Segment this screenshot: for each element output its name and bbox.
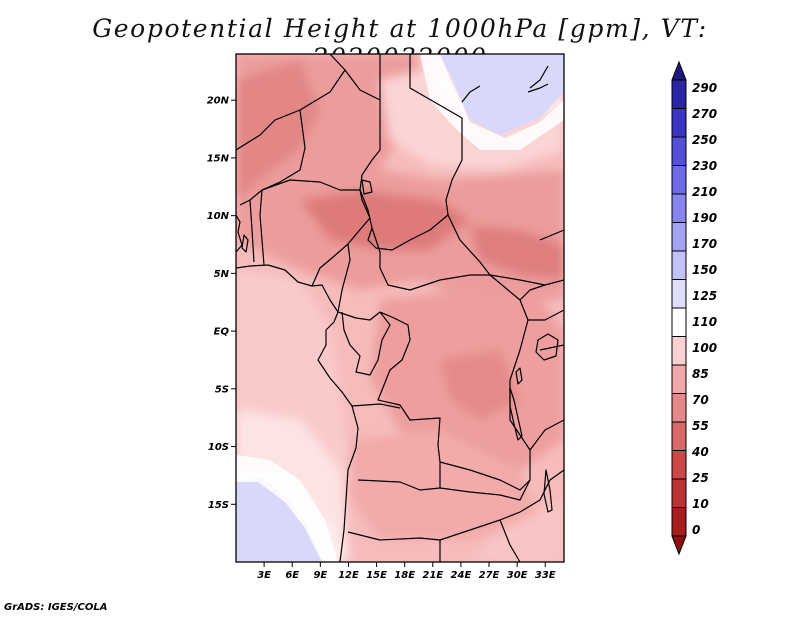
border-drc [377,274,531,491]
colorbar-label: 55 [692,419,709,433]
border-nigeria [261,179,371,287]
border-libya-egypt [359,54,381,191]
colorbar-label: 230 [692,159,717,173]
colorbar-segment [671,507,687,537]
coastlines-borders [236,54,564,562]
colorbar-segment [671,307,687,337]
colorbar-label: 290 [692,81,717,95]
lake-kivu [515,367,523,385]
border-cameroon [337,243,381,321]
colorbar-segment [671,279,687,309]
field-congo-dark [440,350,520,420]
lon-label: 15E [366,570,387,581]
colorbar-segment [671,165,687,195]
lat-label: 10N [207,211,230,222]
lon-label: 30E [507,570,528,581]
lat-label: 5S [215,384,229,395]
field-south-east-light [470,500,564,562]
colorbar-segment [671,535,687,556]
field-white-sw [236,455,338,562]
coastline-west [236,214,359,562]
lat-label: 20N [207,96,230,107]
coastline-red-sea [461,65,549,103]
colorbar-segment [671,336,687,366]
colorbar-label: 270 [692,107,717,121]
colorbar-label: 10 [692,497,709,511]
colorbar-segment [671,79,687,109]
field-angola [350,430,540,540]
field-sahel-core [300,190,470,250]
colorbar-label: 125 [692,289,717,303]
lon-label: 12E [338,570,359,581]
lat-label: 5N [214,269,230,280]
colorbar-label: 170 [692,237,717,251]
colorbar-segment [671,393,687,423]
colorbar-label: 85 [692,367,709,381]
credit-label: GrADS: IGES/COLA [4,602,108,613]
border-zambia [439,479,551,531]
colorbar-label: 0 [692,523,700,537]
lake-victoria [535,333,559,361]
colorbar-segment [671,450,687,480]
colorbar-segment [671,222,687,252]
lon-label: 24E [451,570,472,581]
lake-malawi [543,469,553,513]
colorbar-label: 70 [692,393,709,407]
border-benin-togo [249,189,265,266]
border-east [519,279,564,481]
lon-label: 33E [535,570,556,581]
border-car [371,227,490,291]
colorbar-label: 100 [692,341,717,355]
colorbar-label: 40 [691,445,709,459]
border-ethiopia [489,229,564,286]
latitude-axis: 20N 15N 10N 5N EQ 5S 10S 15S [207,96,236,511]
lon-label: 6E [285,570,299,581]
lat-label: EQ [214,327,230,338]
colorbar-segment [671,108,687,138]
longitude-axis: 3E 6E 9E 12E 15E 18E 21E 24E 27E 30E 33E [257,562,556,581]
border-egypt-sudan [409,54,463,119]
colorbar-segment [671,60,687,81]
field-east-core [470,225,564,280]
colorbar-label: 110 [692,315,717,329]
colorbar-segment [671,193,687,223]
field-white-ne [420,54,564,150]
lake-chad [361,179,373,195]
colorbar-label: 250 [692,133,717,147]
colorbar-label: 150 [692,263,717,277]
lon-label: 18E [394,570,415,581]
border-sudan [445,118,491,276]
colorbar-label: 25 [692,471,709,485]
colorbar-segment [671,421,687,451]
border-niger [236,109,306,206]
lon-label: 3E [257,570,271,581]
map-frame [235,53,565,563]
lon-label: 9E [313,570,327,581]
colorbar-segment [671,250,687,280]
lat-label: 15S [208,500,229,511]
lon-label: 21E [422,570,443,581]
colorbar-label: 190 [692,211,717,225]
lat-label: 15N [207,153,230,164]
map-area[interactable] [236,54,564,562]
lon-label: 27E [479,570,500,581]
border-gabon-congo [341,311,391,376]
colorbar-segment [671,136,687,166]
colorbar: 2902702502302101901701501251101008570554… [671,60,717,556]
colorbar-segment [671,478,687,508]
border-angola [347,403,471,541]
lake-tanganyika [509,387,523,441]
lat-label: 10S [208,442,229,453]
field-lavender-ne [440,54,564,135]
field-west-core [236,60,320,200]
border-south [439,519,521,562]
field-lavender-sw [236,478,322,562]
colorbar-segment [671,364,687,394]
colorbar-label: 210 [692,185,717,199]
lake-volta [241,234,249,253]
